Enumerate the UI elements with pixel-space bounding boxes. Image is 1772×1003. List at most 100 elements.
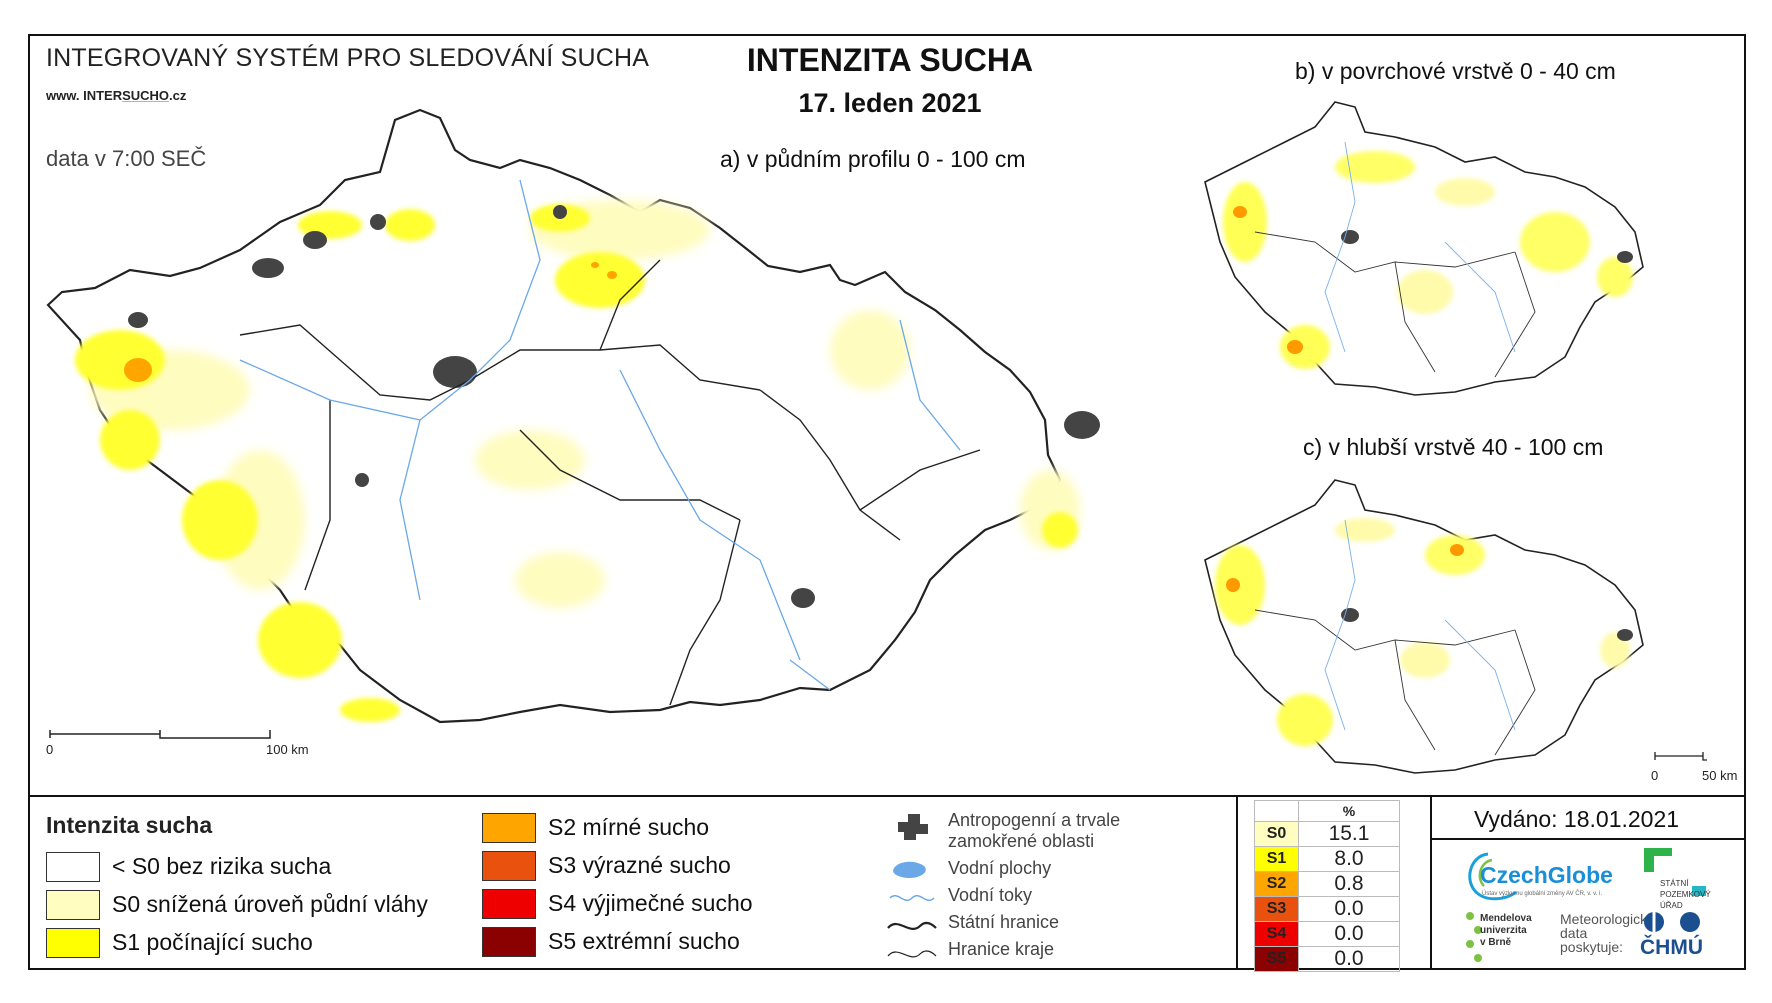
- stats-header-code: [1254, 800, 1299, 822]
- drought-s1-areas: [75, 204, 1078, 722]
- mendel-line-1: Mendelova: [1480, 913, 1532, 924]
- map-b-svg: [1204, 101, 1644, 396]
- meteo-credit: Meteorologická data poskytuje:: [1560, 912, 1655, 954]
- drought-b-s2-south: [1287, 340, 1303, 354]
- map-a-svg: [46, 108, 1100, 739]
- stats-header-percent: %: [1298, 800, 1400, 822]
- aux-water-bodies: Vodní plochy: [948, 858, 1052, 878]
- mendel-line-2: univerzita: [1480, 925, 1527, 936]
- meteo-line-2: data: [1560, 925, 1588, 941]
- czech-outline-c: [1204, 479, 1644, 774]
- stats-code: S5: [1254, 946, 1299, 972]
- stats-row: S2 0.8: [1254, 871, 1400, 897]
- stats-code: S4: [1254, 921, 1299, 947]
- map-frame: [28, 34, 1746, 970]
- meteo-line-1: Meteorologická: [1560, 911, 1655, 927]
- legend-swatch-4: [482, 851, 536, 881]
- drought-stats-table: % S0 15.1 S1 8.0 S2 0.8 S3 0.0 S4 0.0 S5 0.0: [1254, 800, 1400, 972]
- scale-small-50: 50 km: [1702, 768, 1738, 783]
- czechglobe-logo-icon: [1468, 852, 1517, 901]
- system-title: INTEGROVANÝ SYSTÉM PRO SLEDOVÁNÍ SUCHA: [46, 44, 650, 72]
- aux-anthropogenic-1: Antropogenní a trvale: [948, 810, 1121, 830]
- map-c-svg: [1204, 479, 1707, 774]
- spu-line-3: ÚŘAD: [1660, 901, 1683, 910]
- stats-value: 0.0: [1298, 896, 1400, 922]
- aux-region-border: Hranice kraje: [948, 939, 1055, 959]
- legend-swatch-0: [46, 852, 100, 882]
- legend-swatch-5: [482, 889, 536, 919]
- map-b-label: b) v povrchové vrstvě 0 - 40 cm: [1295, 58, 1616, 84]
- scale-main-100: 100 km: [266, 742, 309, 757]
- legend-label-6: S5 extrémní sucho: [548, 928, 740, 954]
- website-mid: SUCHO: [122, 88, 170, 103]
- stats-code: S3: [1254, 896, 1299, 922]
- stats-value: 0.8: [1298, 871, 1400, 897]
- drought-c-s2-north: [1450, 544, 1464, 556]
- czech-outline-b: [1204, 101, 1644, 396]
- issued-divider: [1430, 838, 1746, 840]
- drought-s2-areas: [124, 262, 617, 382]
- website-suffix: .cz: [169, 88, 187, 103]
- legend-label-1: S0 snížená úroveň půdní vláhy: [112, 891, 428, 917]
- scale-small-0: 0: [1651, 768, 1659, 783]
- stats-code: S0: [1254, 821, 1299, 847]
- issued-date: Vydáno: 18.01.2021: [1474, 806, 1680, 832]
- mendel-line-3: v Brně: [1480, 937, 1512, 948]
- czechglobe-logo: CzechGlobe: [1480, 862, 1613, 888]
- stats-row: S0 15.1: [1254, 821, 1400, 847]
- spu-line-1: STÁTNÍ: [1660, 879, 1689, 888]
- stats-value: 0.0: [1298, 946, 1400, 972]
- chmu-logo: ČHMÚ: [1640, 936, 1703, 959]
- stats-panel: [1236, 795, 1432, 970]
- spu-line-2: POZEMKOVÝ: [1660, 890, 1711, 899]
- legend-label-4: S3 výrazné sucho: [548, 852, 731, 878]
- state-border-icon: [887, 921, 937, 930]
- map-date: 17. leden 2021: [798, 88, 982, 118]
- map-c-label: c) v hlubší vrstvě 40 - 100 cm: [1303, 434, 1604, 460]
- legend-panel: [28, 795, 1746, 972]
- legend-swatch-2: [46, 928, 100, 958]
- czech-outline-main: [46, 108, 1062, 724]
- website-prefix: www. INTER: [46, 88, 123, 103]
- legend-title: Intenzita sucha: [46, 812, 213, 838]
- stats-value: 8.0: [1298, 846, 1400, 872]
- drought-b-s2: [1233, 206, 1247, 218]
- drought-b-areas: [1223, 151, 1633, 369]
- prague-b: [1341, 230, 1359, 244]
- scale-main-0: 0: [46, 742, 54, 757]
- anthropogenic-areas: [128, 205, 1100, 608]
- stats-body: S0 15.1 S1 8.0 S2 0.8 S3 0.0 S4 0.0 S5 0.0: [1254, 821, 1400, 972]
- chmu-logo-icon: [1644, 912, 1700, 932]
- scale-bar-main: [49, 730, 271, 739]
- stats-row: S4 0.0: [1254, 921, 1400, 947]
- stats-row: S3 0.0: [1254, 896, 1400, 922]
- prague-c: [1341, 608, 1359, 622]
- drought-c-areas: [1215, 518, 1630, 746]
- stats-code: S2: [1254, 871, 1299, 897]
- aux-state-border: Státní hranice: [948, 912, 1060, 932]
- spu-logo-icon: [1644, 848, 1706, 896]
- aux-anthropogenic-2: zamokřené oblasti: [948, 831, 1095, 851]
- scale-bar-small: [1654, 752, 1707, 761]
- spu-logo-text: STÁTNÍ POZEMKOVÝ ÚŘAD: [1660, 878, 1711, 911]
- region-borders-b: [1254, 231, 1536, 378]
- website-link[interactable]: www. INTERSUCHO.cz: [46, 88, 186, 103]
- legend-label-0: < S0 bez rizika sucha: [112, 853, 332, 879]
- rivers: [239, 179, 961, 691]
- rivers-c: [1324, 519, 1516, 731]
- region-border-icon: [887, 950, 937, 958]
- legend-label-5: S4 výjimečné sucho: [548, 890, 753, 916]
- stats-row: S1 8.0: [1254, 846, 1400, 872]
- legend-swatch-1: [46, 890, 100, 920]
- region-borders: [239, 259, 981, 706]
- stats-row: S5 0.0: [1254, 946, 1400, 972]
- main-title: INTENZITA SUCHA: [746, 42, 1034, 78]
- stats-value: 0.0: [1298, 921, 1400, 947]
- water-body-icon: [893, 861, 926, 878]
- ostrava-c: [1617, 629, 1633, 641]
- stats-code: S1: [1254, 846, 1299, 872]
- drought-c-s2: [1226, 578, 1240, 592]
- aux-rivers: Vodní toky: [948, 885, 1033, 905]
- mendel-logo-text: Mendelova univerzita v Brně: [1480, 913, 1532, 949]
- legend-swatch-3: [482, 813, 536, 843]
